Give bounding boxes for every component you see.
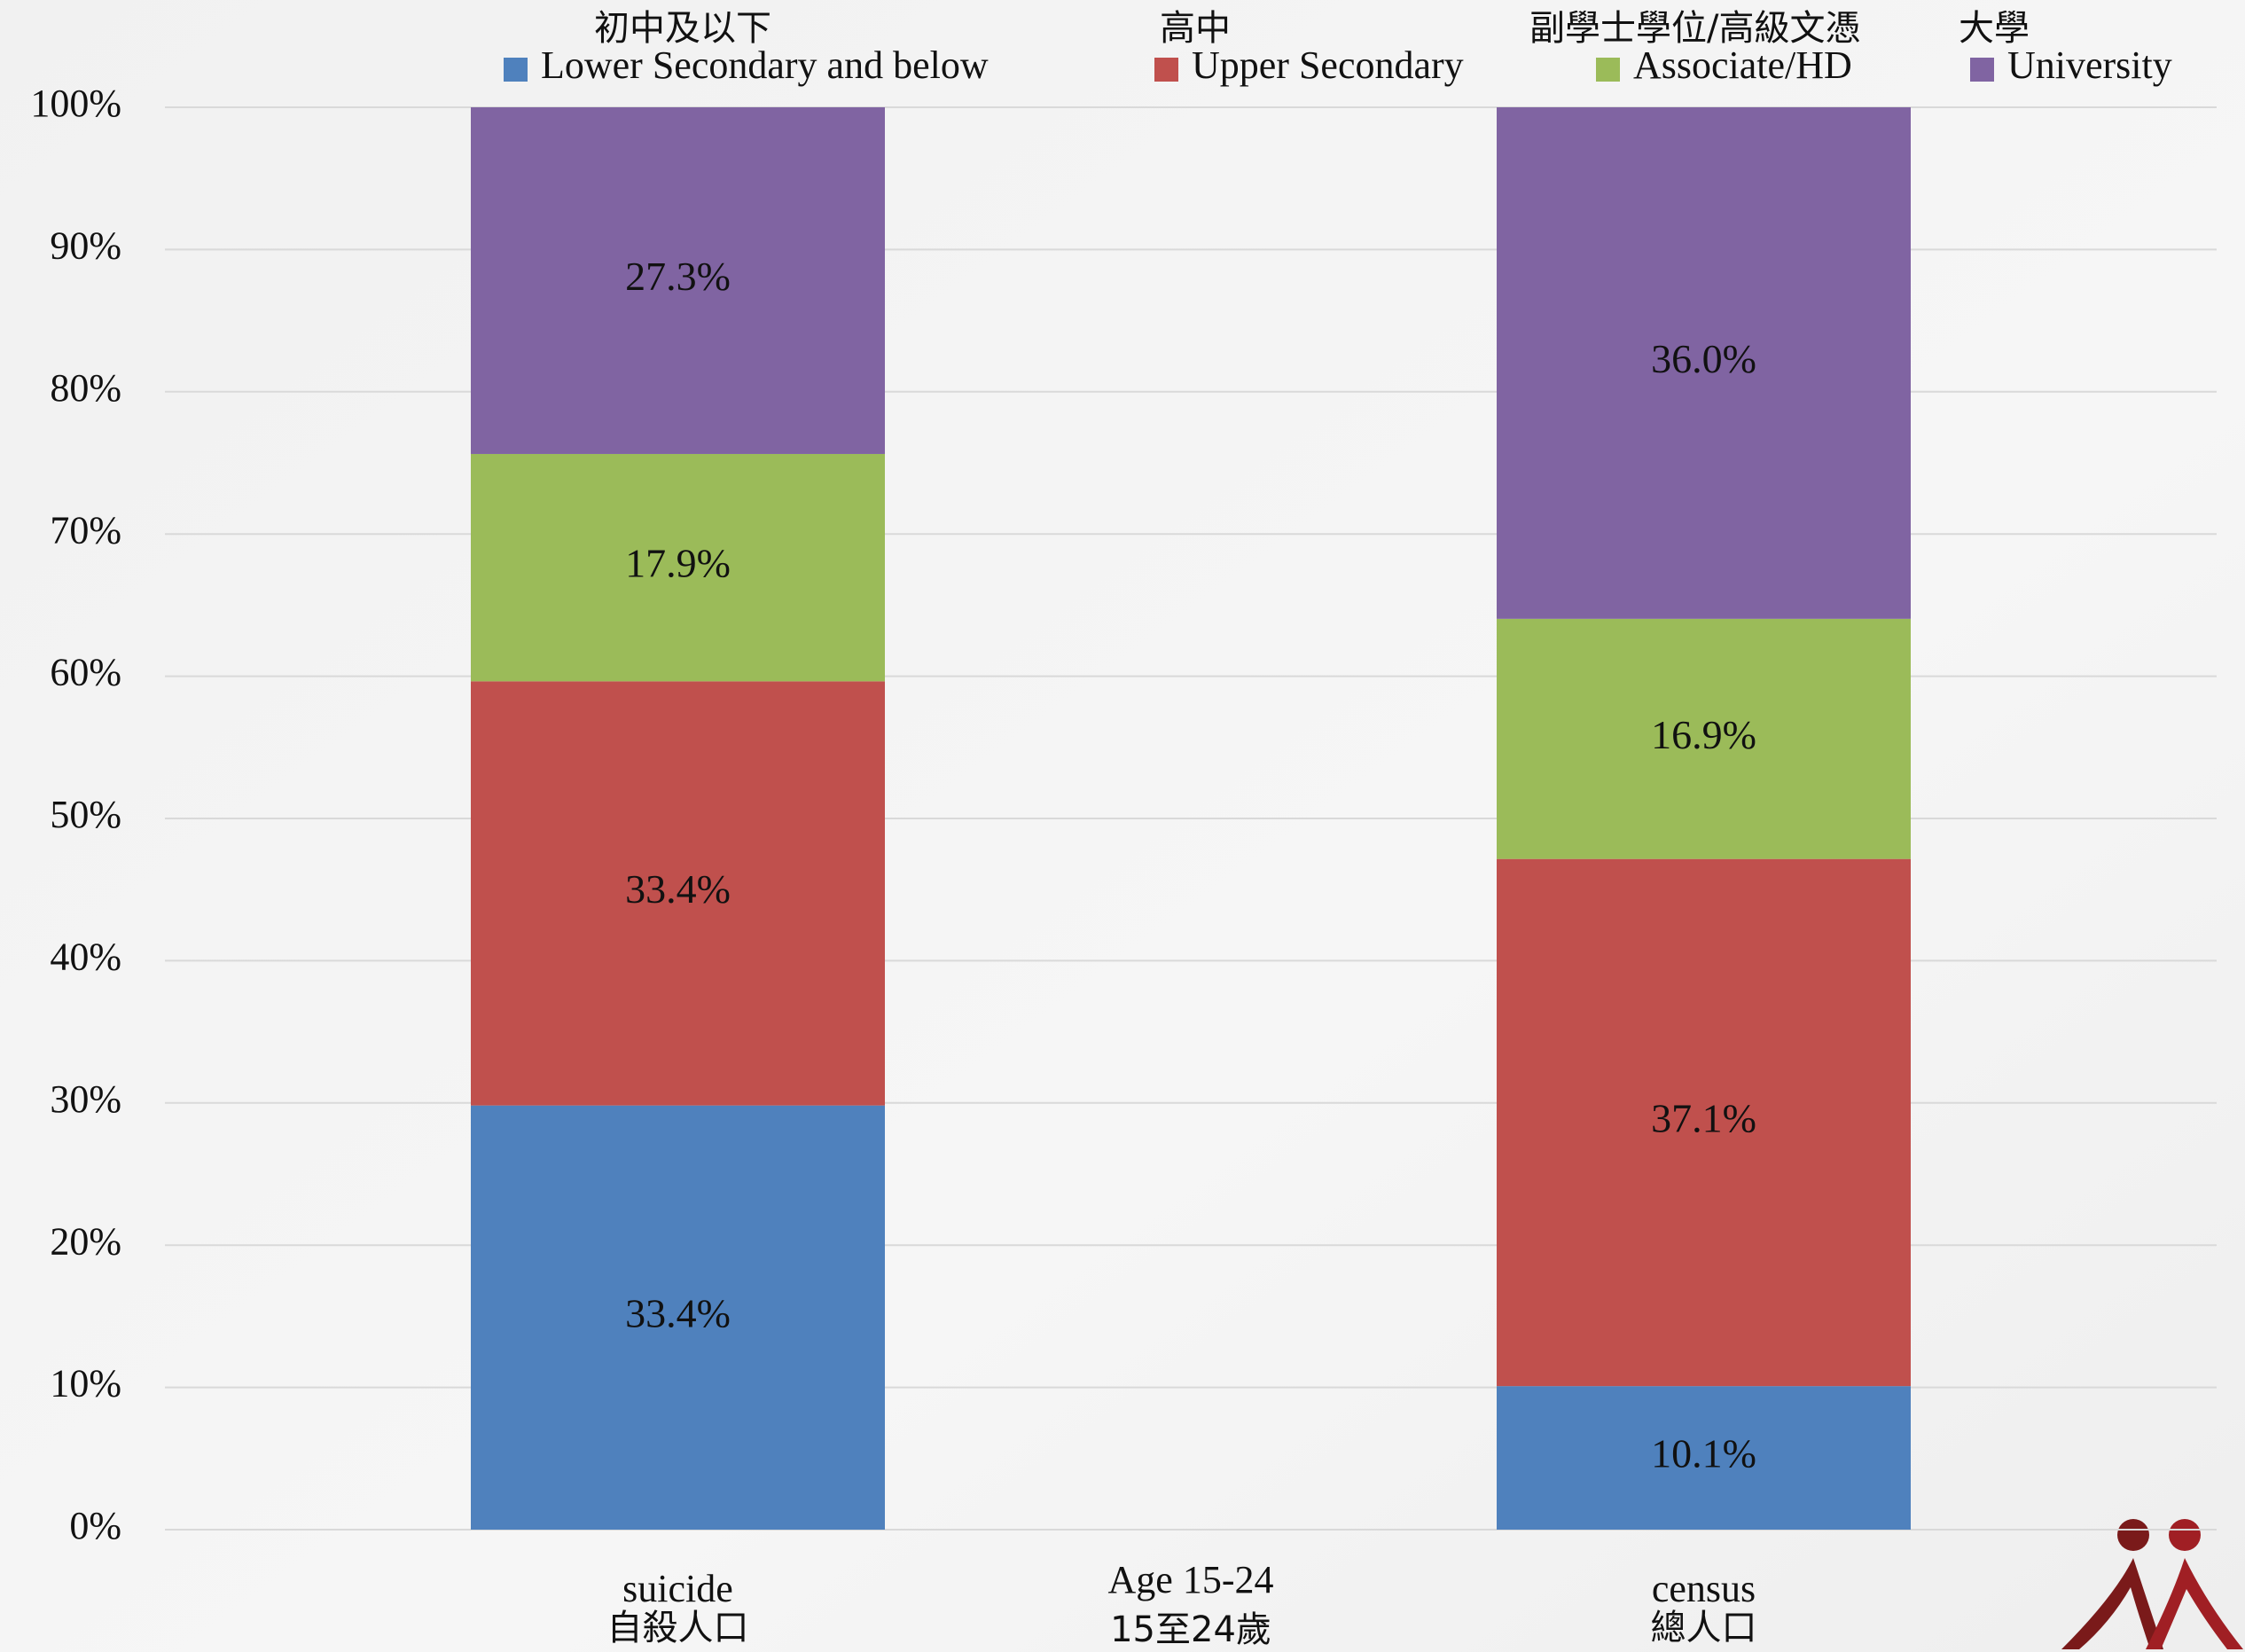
x-axis-label-zh: 15至24歲 — [1110, 1609, 1271, 1650]
bar-segment — [1497, 1386, 1911, 1530]
data-label: 10.1% — [1651, 1431, 1756, 1476]
legend-swatch — [1596, 58, 1620, 82]
x-tick-label: census — [1652, 1567, 1756, 1610]
legend-swatch — [1154, 58, 1178, 82]
y-tick-label: 20% — [50, 1219, 121, 1263]
data-label: 33.4% — [625, 1290, 731, 1335]
data-label: 33.4% — [625, 866, 731, 912]
y-tick-label: 0% — [69, 1504, 121, 1547]
legend-label-zh: 副學士學位/高級文憑 — [1529, 8, 1860, 49]
bar-segment — [471, 681, 885, 1106]
legend-label: Lower Secondary and below — [541, 43, 989, 87]
legend-swatch — [504, 58, 528, 82]
bar-segment — [471, 107, 885, 454]
x-tick-label: suicide — [622, 1567, 733, 1610]
y-tick-label: 50% — [50, 793, 121, 836]
data-label: 17.9% — [625, 541, 731, 586]
data-label: 16.9% — [1651, 712, 1756, 757]
legend-label-zh: 高中 — [1160, 8, 1231, 49]
y-tick-label: 40% — [50, 935, 121, 978]
y-tick-label: 100% — [30, 82, 121, 125]
legend-label: Associate/HD — [1633, 43, 1852, 87]
y-tick-label: 80% — [50, 366, 121, 410]
bar-segment — [1497, 107, 1911, 619]
x-tick-label-zh: 總人口 — [1651, 1608, 1757, 1648]
bar-segment — [471, 453, 885, 682]
legend-label-zh: 大學 — [1959, 8, 2030, 49]
data-label: 37.1% — [1651, 1095, 1756, 1140]
x-tick-label-zh: 自殺人口 — [607, 1608, 749, 1648]
y-tick-label: 60% — [50, 651, 121, 694]
data-label: 36.0% — [1651, 336, 1756, 381]
y-tick-label: 90% — [50, 223, 121, 267]
legend-label-zh: 初中及以下 — [594, 8, 771, 49]
x-axis-label: Age 15-24 — [1108, 1558, 1274, 1601]
legend-label: University — [2007, 43, 2172, 87]
bar-segment — [1497, 858, 1911, 1387]
data-label: 27.3% — [625, 254, 731, 299]
y-tick-label: 30% — [50, 1077, 121, 1121]
bar-segment — [1497, 618, 1911, 859]
logo — [2061, 1519, 2243, 1649]
y-tick-label: 10% — [50, 1362, 121, 1405]
legend-swatch — [1970, 58, 1994, 82]
legend-label: Upper Secondary — [1192, 43, 1464, 87]
bar-segment — [471, 1105, 885, 1530]
y-tick-label: 70% — [50, 508, 121, 552]
